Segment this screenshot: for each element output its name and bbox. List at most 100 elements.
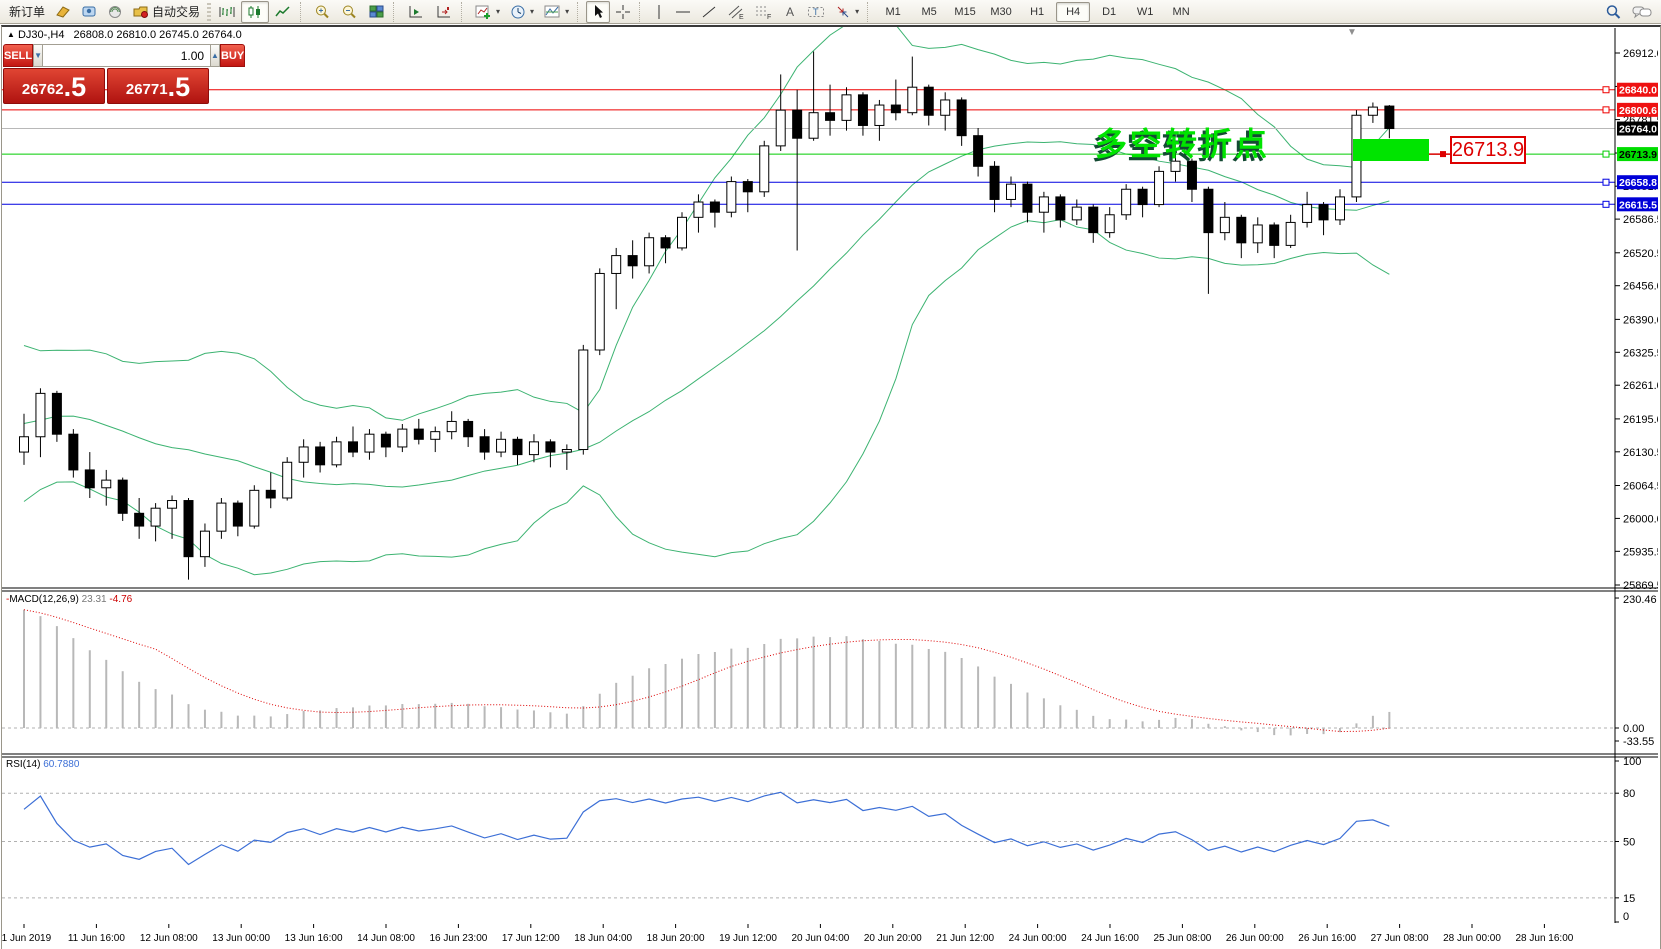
sell-quote[interactable]: 26762 .5 [3,68,105,104]
tile-windows-icon[interactable] [363,1,390,23]
svg-text:26390.0: 26390.0 [1623,314,1658,326]
timeframe-h1[interactable]: H1 [1030,5,1045,18]
buy-quote[interactable]: 26771 .5 [107,68,209,104]
chart-title: ▲ DJ30-,H4 26808.0 26810.0 26745.0 26764… [7,29,242,41]
timeframe-h4[interactable]: H4 [1056,1,1091,22]
svg-text:-33.55: -33.55 [1623,736,1654,748]
timeframe-w1[interactable]: W1 [1136,5,1154,18]
toolbar-separator [461,1,467,22]
sell-price-main: 26762 [21,81,64,98]
svg-text:26325.5: 26325.5 [1623,347,1658,359]
axes: 26912.026846.526781.526716.026651.026586… [0,28,1661,944]
svg-text:24 Jun 16:00: 24 Jun 16:00 [1081,933,1139,944]
horizontal-line-icon[interactable] [670,1,696,23]
svg-text:11 Jun 2019: 11 Jun 2019 [2,933,52,944]
macd-signal-swatch: - [6,594,10,605]
macd-indicator-label: -MACD(12,26,9) 23.31 -4.76 [6,594,133,605]
dropdown-arrow-icon: ▾ [565,7,570,16]
arrows-button[interactable]: ▾ [830,2,864,22]
templates-button[interactable]: ▾ [539,2,574,22]
zoom-out-icon[interactable] [336,1,363,23]
svg-text:26713.9: 26713.9 [1619,149,1657,161]
svg-text:F: F [767,14,771,20]
svg-text:20 Jun 04:00: 20 Jun 04:00 [791,933,849,944]
volume-increase-button[interactable]: ▲ [210,44,220,67]
macd-panel [2,609,1615,736]
symbol-period: DJ30-,H4 [17,29,65,41]
svg-text:25 Jun 08:00: 25 Jun 08:00 [1153,933,1211,944]
svg-text:19 Jun 12:00: 19 Jun 12:00 [719,933,777,944]
svg-text:26658.8: 26658.8 [1619,177,1657,189]
ohlc-values: 26808.0 26810.0 26745.0 26764.0 [73,29,242,41]
notebook-icon[interactable] [50,1,76,23]
timeframe-mn[interactable]: MN [1172,5,1190,18]
indicators-button[interactable]: ▾ [470,2,505,22]
price-callout-box[interactable]: 26713.9 [1450,136,1526,164]
metaeditor-icon[interactable] [76,1,102,23]
chart-canvas[interactable]: 26912.026846.526781.526716.026651.026586… [0,15,1661,948]
fibonacci-icon[interactable]: F [750,1,778,23]
svg-text:13 Jun 00:00: 13 Jun 00:00 [212,933,270,944]
macd-main-value: 23.31 [81,594,107,605]
chat-icon[interactable] [1627,1,1657,23]
svg-text:13 Jun 16:00: 13 Jun 16:00 [285,933,343,944]
bar-chart-icon[interactable] [213,1,241,23]
zoom-in-icon[interactable] [309,1,336,23]
text-label-icon[interactable]: T [802,1,830,23]
toolbar-separator [867,1,873,22]
highlight-rectangle[interactable] [1353,139,1429,161]
text-icon[interactable]: A [778,1,802,23]
volume-decrease-button[interactable]: ▼ [33,44,44,67]
annotation-text: 多空转折点 [1095,126,1271,162]
svg-text:26 Jun 00:00: 26 Jun 00:00 [1226,933,1284,944]
svg-text:28 Jun 16:00: 28 Jun 16:00 [1515,933,1573,944]
auto-scroll-icon[interactable] [402,1,430,23]
svg-text:26130.5: 26130.5 [1623,447,1658,459]
autotrading-icon [133,4,149,20]
svg-text:17 Jun 12:00: 17 Jun 12:00 [502,933,560,944]
chart-window[interactable]: 26912.026846.526781.526716.026651.026586… [0,15,1661,949]
timeframe-m5[interactable]: M5 [921,5,937,18]
svg-text:26000.0: 26000.0 [1623,513,1658,525]
svg-text:0: 0 [1623,911,1629,923]
new-order-button[interactable]: 新订单 [4,2,50,22]
svg-text:E: E [739,14,744,20]
svg-text:27 Jun 08:00: 27 Jun 08:00 [1371,933,1429,944]
vertical-line-icon[interactable] [648,1,670,23]
svg-text:18 Jun 20:00: 18 Jun 20:00 [647,933,705,944]
signals-icon[interactable] [102,1,128,23]
timeframe-m30[interactable]: M30 [990,5,1012,18]
equidistant-channel-icon[interactable]: E [722,1,750,23]
buy-price-frac: .5 [167,72,191,102]
volume-input[interactable] [43,44,211,67]
search-icon[interactable] [1600,1,1627,23]
dropdown-arrow-icon: ▾ [530,7,535,16]
svg-text:26195.0: 26195.0 [1623,414,1658,426]
toolbar-separator [393,1,399,22]
crosshair-icon[interactable] [610,1,636,23]
cursor-icon[interactable] [586,0,611,23]
svg-text:20 Jun 20:00: 20 Jun 20:00 [864,933,922,944]
bollinger-bands [23,15,1390,576]
horizontal-level-lines[interactable] [2,86,1615,208]
trendline-icon[interactable] [696,1,722,23]
dropdown-arrow-icon: ▾ [496,7,501,16]
buy-price-main: 26771 [125,81,168,98]
line-chart-icon[interactable] [269,1,297,23]
svg-text:26064.5: 26064.5 [1623,480,1658,492]
timeframe-m15[interactable]: M15 [954,5,976,18]
svg-text:50: 50 [1623,837,1635,849]
buy-button[interactable]: BUY [219,44,246,67]
sell-button[interactable]: SELL [3,44,34,67]
chart-shift-marker-icon[interactable]: ▼ [1347,27,1357,38]
timeframe-m1[interactable]: M1 [885,5,901,18]
autotrading-button[interactable]: 自动交易 [128,2,205,22]
candlestick-icon[interactable] [241,0,270,23]
chart-shift-icon[interactable] [430,1,458,23]
arrows-icon [835,4,851,20]
svg-text:21 Jun 12:00: 21 Jun 12:00 [936,933,994,944]
periods-button[interactable]: ▾ [505,2,539,22]
timeframe-d1[interactable]: D1 [1102,5,1117,18]
svg-text:26586.5: 26586.5 [1623,214,1658,226]
svg-text:24 Jun 00:00: 24 Jun 00:00 [1009,933,1067,944]
